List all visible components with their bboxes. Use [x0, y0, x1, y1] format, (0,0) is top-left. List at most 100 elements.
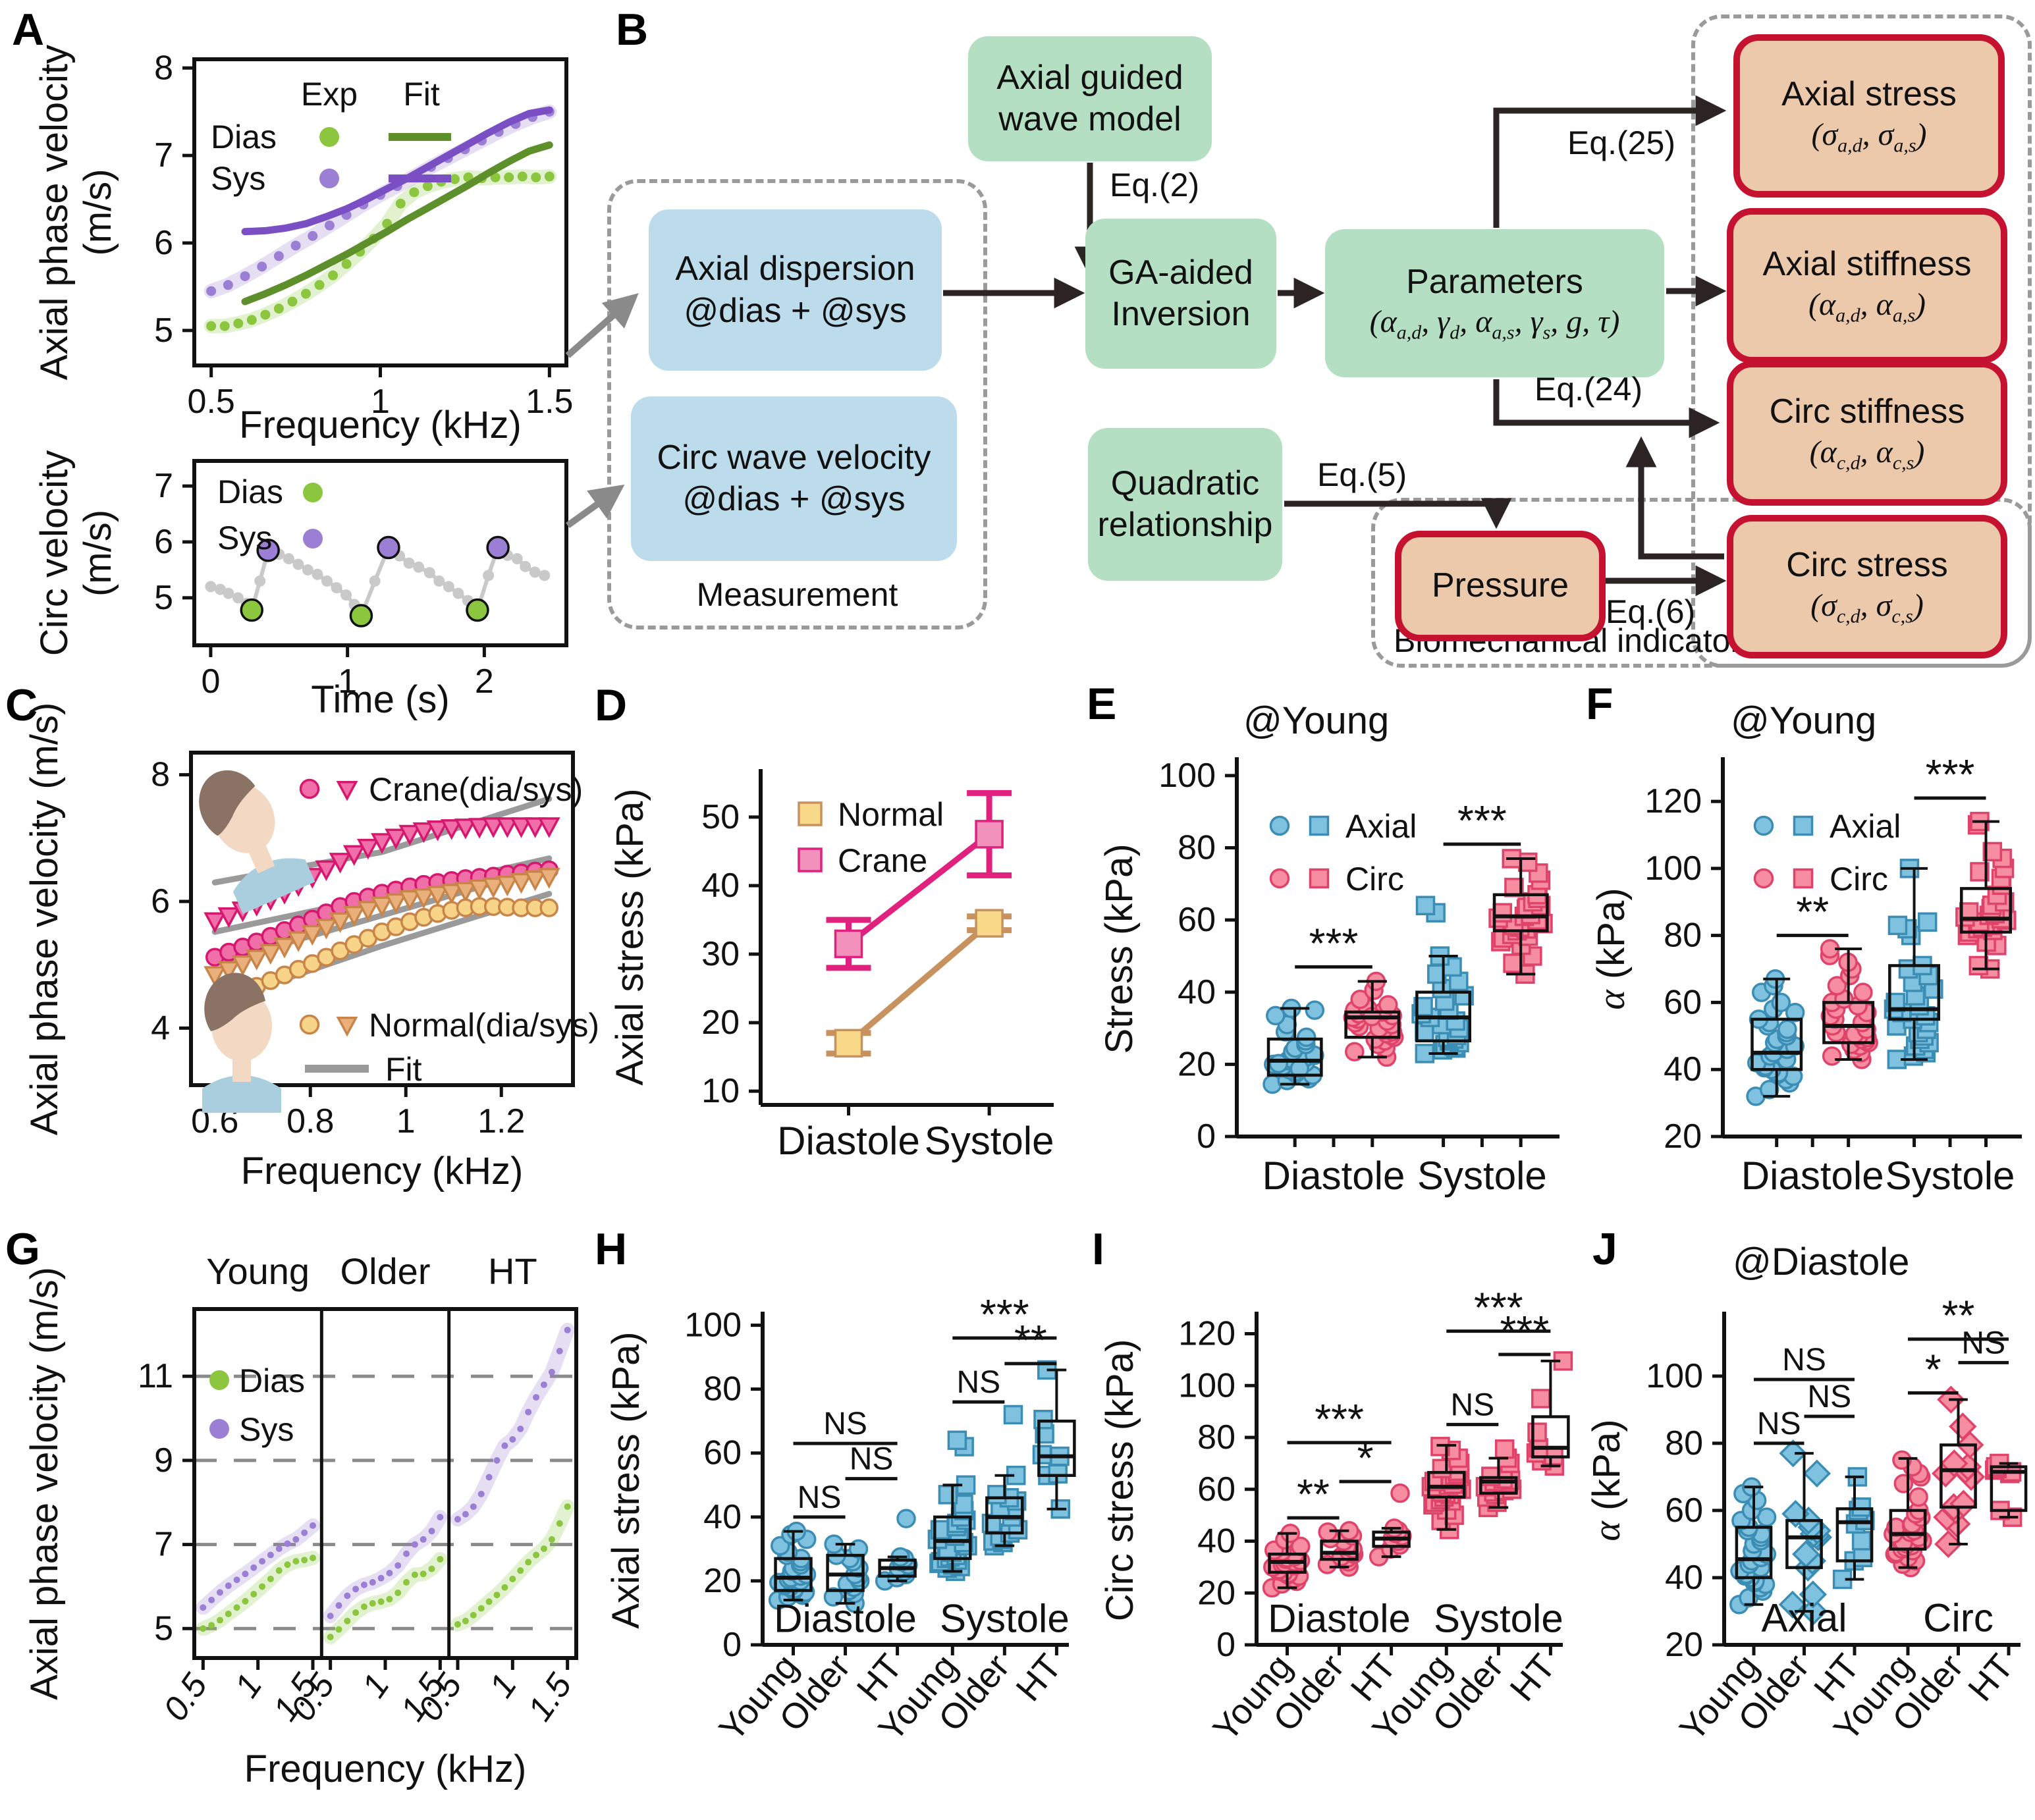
svg-text:60: 60 [1197, 1470, 1235, 1509]
svg-text:NS: NS [798, 1480, 842, 1515]
eq25-label: Eq.(25) [1567, 124, 1675, 161]
flow-node-circ-stiffness: Circ stiffness (αc,d, αc,s) [1727, 361, 2007, 506]
circ-velocity-chart: 0 1 2 5 6 7 Time (s) Circ velocity (m/s) Dias Sys [33, 450, 568, 721]
svg-text:1: 1 [371, 383, 390, 421]
svg-text:20: 20 [1197, 1574, 1235, 1612]
svg-text:20: 20 [701, 1004, 740, 1042]
svg-text:Axial phase velocity (m/s): Axial phase velocity (m/s) [23, 703, 66, 1136]
flow-node-ga-inversion: GA-aided Inversion [1085, 219, 1276, 369]
svg-text:9: 9 [154, 1441, 173, 1480]
arrow-a-to-axial-dispersion [565, 293, 639, 358]
svg-text:Young: Young [206, 1250, 310, 1292]
svg-text:Time (s): Time (s) [311, 678, 449, 721]
axial-dispersion-chart: 0.5 1 1.5 5 6 7 8 Frequency (kHz) Axial phase ve… [33, 45, 573, 446]
flow-node-axial-guided-wave-model: Axial guided wave model [968, 36, 1212, 161]
svg-text:0: 0 [1197, 1117, 1216, 1156]
svg-text:Dias: Dias [211, 119, 277, 155]
svg-text:40: 40 [1665, 1559, 1703, 1597]
svg-text:Normal: Normal [838, 796, 944, 833]
svg-text:Dias: Dias [217, 473, 283, 510]
flow-node-axial-stress: Axial stress (σa,d, σa,s) [1733, 34, 2005, 198]
svg-text:0.8: 0.8 [286, 1102, 334, 1140]
arrow-a-to-circ-wave [566, 484, 625, 529]
axial-stress-errorbar-chart: 10 20 30 40 50 Diastole Systole Axial stress (k… [609, 769, 1054, 1163]
svg-text:Systole: Systole [1417, 1154, 1547, 1198]
svg-text:60: 60 [1665, 1491, 1703, 1530]
svg-text:Diastole: Diastole [774, 1597, 917, 1641]
svg-text:20: 20 [1664, 1117, 1702, 1156]
svg-text:Circ stress (kPa): Circ stress (kPa) [1099, 1339, 1141, 1622]
svg-text:(m/s): (m/s) [76, 510, 119, 597]
panel-label-e: E [1087, 679, 1117, 729]
svg-text:2: 2 [475, 662, 494, 701]
svg-text:Systole: Systole [940, 1597, 1070, 1641]
svg-text:Frequency (kHz): Frequency (kHz) [241, 1150, 524, 1192]
svg-text:50: 50 [701, 798, 740, 836]
svg-text:Systole: Systole [1434, 1596, 1563, 1640]
svg-text:60: 60 [1178, 901, 1216, 939]
arrow-eq25-to-axial-stress [1493, 95, 1727, 228]
flow-node-axial-stiffness: Axial stiffness (αa,d, αa,s) [1727, 208, 2007, 363]
svg-text:*: * [1925, 1345, 1941, 1393]
svg-text:NS: NS [850, 1442, 894, 1477]
normal-head-icon [202, 973, 281, 1113]
svg-text:Sys: Sys [211, 160, 265, 197]
young-stress-boxplot: *** *** Diastole Systole 0 20 40 60 80 100 Stress … [1098, 699, 1560, 1198]
svg-text:Exp: Exp [301, 76, 358, 113]
measurement-region-label: Measurement [696, 576, 898, 613]
svg-text:80: 80 [1665, 1424, 1703, 1462]
svg-text:5: 5 [154, 311, 173, 350]
svg-text:NS: NS [1807, 1379, 1851, 1414]
svg-text:120: 120 [1644, 782, 1702, 820]
svg-text:100: 100 [1178, 1366, 1235, 1405]
svg-text:Axial phase velocity (m/s): Axial phase velocity (m/s) [23, 1267, 66, 1700]
svg-text:Axial: Axial [1761, 1596, 1847, 1640]
svg-text:40: 40 [703, 1498, 742, 1536]
svg-text:1.5: 1.5 [526, 383, 573, 421]
svg-text:***: *** [1474, 1284, 1523, 1331]
svg-text:@Young: @Young [1731, 699, 1876, 742]
flow-node-axial-dispersion: Axial dispersion @dias + @sys [649, 209, 942, 371]
svg-text:Fit: Fit [385, 1051, 422, 1088]
panel-label-c: C [5, 680, 38, 730]
flow-node-parameters: Parameters (αa,d, γd, αa,s, γs, g, τ) [1325, 229, 1664, 377]
svg-text:20: 20 [1178, 1045, 1216, 1083]
svg-text:10: 10 [701, 1072, 740, 1110]
svg-text:Normal(dia/sys): Normal(dia/sys) [369, 1007, 599, 1044]
svg-text:Stress (kPa): Stress (kPa) [1098, 843, 1141, 1054]
svg-text:Circ: Circ [1830, 861, 1888, 897]
svg-text:120: 120 [1178, 1315, 1235, 1353]
svg-text:1: 1 [338, 662, 357, 701]
svg-text:7: 7 [154, 1526, 173, 1564]
measurement-region: Measurement [607, 179, 987, 629]
svg-text:NS: NS [1961, 1325, 2005, 1360]
panel-label-b: B [616, 5, 649, 55]
svg-text:8: 8 [154, 49, 173, 87]
svg-text:Crane(dia/sys): Crane(dia/sys) [369, 771, 583, 808]
svg-text:6: 6 [154, 523, 173, 561]
svg-text:**: ** [1942, 1292, 1975, 1339]
svg-text:**: ** [1014, 1316, 1047, 1364]
flow-node-circ-stress: Circ stress (σc,d, σc,s) [1727, 515, 2007, 658]
svg-text:Circ velocity: Circ velocity [33, 450, 76, 656]
svg-text:100: 100 [684, 1306, 742, 1345]
svg-text:Frequency (kHz): Frequency (kHz) [244, 1748, 527, 1790]
svg-text:Axial stress (kPa): Axial stress (kPa) [609, 788, 651, 1085]
panel-label-i: I [1092, 1224, 1104, 1274]
svg-text:NS: NS [956, 1365, 1000, 1400]
svg-text:**: ** [1796, 888, 1829, 936]
svg-text:Fit: Fit [403, 76, 440, 113]
svg-text:Systole: Systole [925, 1119, 1054, 1163]
svg-text:30: 30 [701, 935, 740, 973]
svg-text:α (kPa): α (kPa) [1590, 888, 1633, 1009]
svg-text:α (kPa): α (kPa) [1585, 1419, 1628, 1541]
svg-text:Older: Older [340, 1250, 431, 1292]
svg-text:20: 20 [703, 1562, 742, 1600]
svg-text:80: 80 [1178, 829, 1216, 867]
svg-text:40: 40 [1178, 973, 1216, 1011]
svg-text:4: 4 [151, 1009, 170, 1047]
crane-head-icon [199, 770, 315, 914]
